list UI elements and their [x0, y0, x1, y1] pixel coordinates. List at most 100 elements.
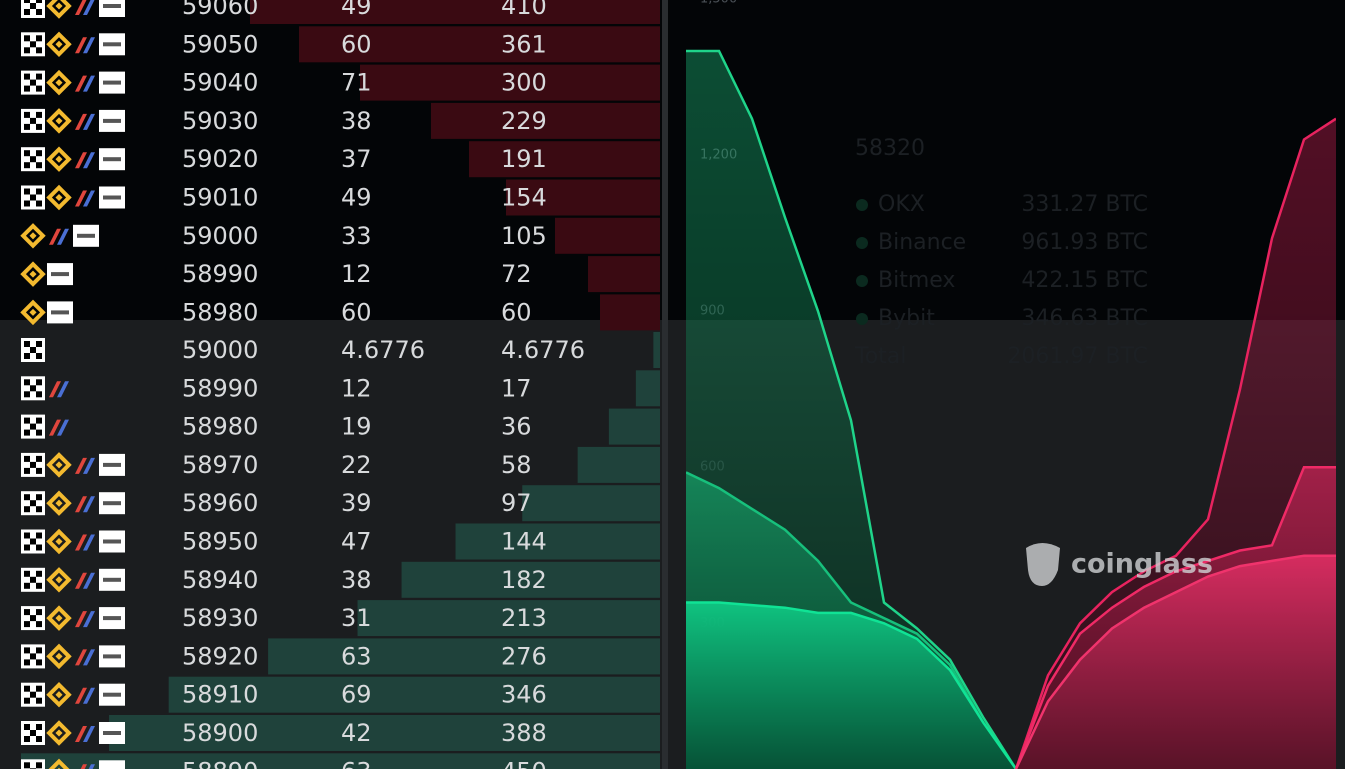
okx-cell: [30, 461, 36, 468]
exchange-icon: [75, 687, 95, 704]
binance-logo: [46, 146, 72, 172]
exchange-icon: [21, 147, 45, 172]
okx-cell: [24, 697, 30, 704]
exchange-icon: [21, 70, 45, 95]
bitmex-logo-red: [75, 611, 87, 628]
price: 58990: [182, 260, 258, 288]
depth-bar: [469, 141, 660, 178]
tooltip-name: Bybit: [878, 306, 935, 331]
okx-cell: [36, 353, 42, 359]
total: 191: [501, 145, 547, 173]
exchange-icon: [75, 37, 95, 54]
bybit-wordmark: [51, 310, 69, 315]
okx-cell: [24, 341, 30, 347]
exchange-icon: [99, 148, 125, 171]
depth-bar: [357, 600, 660, 637]
okx-cell: [36, 417, 42, 424]
depth-line: [1014, 465, 1336, 769]
exchange-icon: [49, 381, 69, 398]
okx-cell: [30, 500, 36, 507]
total: 105: [501, 222, 547, 250]
exchange-icon: [47, 301, 73, 324]
tooltip-name: Total: [854, 344, 906, 369]
binance-logo: [46, 643, 72, 670]
order-row: 58970 22 58: [21, 446, 660, 483]
exchange-icon: [46, 605, 72, 631]
amount: 71: [341, 69, 372, 97]
price: 59050: [182, 30, 258, 58]
price: 58970: [182, 451, 258, 479]
bitmex-logo-red: [75, 75, 87, 92]
okx-cell: [36, 621, 42, 628]
exchange-icon: [99, 645, 125, 668]
order-row: 59000 4.6776 4.6776: [21, 332, 660, 368]
binance-logo: [46, 452, 72, 478]
bybit-wordmark: [103, 42, 121, 47]
bitmex-logo-red: [75, 0, 87, 15]
tooltip-value: 331.27 BTC: [1021, 192, 1148, 217]
okx-cell: [24, 429, 30, 436]
binance-logo: [46, 567, 72, 593]
order-row: 59010 49 154: [21, 179, 660, 216]
binance-logo: [46, 490, 72, 516]
bybit-wordmark: [103, 731, 121, 735]
okx-cell: [24, 494, 30, 501]
okx-cell: [36, 150, 42, 157]
amount: 31: [341, 604, 372, 632]
depth-area-shade: [686, 602, 1016, 769]
exchange-icon: [46, 758, 72, 769]
exchange-icon: [46, 184, 72, 211]
okx-cell: [30, 117, 36, 124]
okx-cell: [30, 3, 36, 9]
bitmex-logo-blue: [83, 457, 95, 474]
bitmex-logo-red: [75, 649, 87, 666]
depth-line: [1014, 554, 1336, 769]
exchange-icon: [75, 534, 95, 551]
okx-cell: [24, 35, 30, 42]
order-row: 58950 47 144: [21, 523, 660, 560]
exchange-icon: [99, 186, 125, 209]
depth-bar: [109, 715, 661, 751]
okx-cell: [24, 0, 30, 3]
binance-center: [55, 499, 63, 507]
bitmex-logo-blue: [83, 726, 95, 742]
exchange-icon: [21, 606, 45, 631]
order-row: 58990 12 17: [21, 370, 660, 407]
depth-bar: [522, 485, 660, 522]
bybit-wordmark: [103, 501, 121, 506]
okx-cell: [30, 615, 36, 622]
depth-line: [686, 471, 1018, 769]
depth-line: [1014, 117, 1336, 769]
exchange-icon: [99, 568, 125, 591]
bitmex-logo-red: [80, 764, 87, 769]
price: 58950: [182, 528, 258, 556]
okx-cell: [36, 685, 42, 692]
okx-cell: [36, 659, 42, 666]
exchange-icon: [21, 452, 45, 477]
depth-area-shade: [1016, 555, 1336, 769]
okx-cell: [36, 391, 42, 398]
exchange-icon: [21, 108, 45, 133]
depth-bar: [455, 523, 660, 560]
price: 59000: [182, 222, 258, 250]
exchange-icon: [46, 643, 72, 670]
tooltip-dot: [856, 313, 868, 325]
bybit-logo: [99, 0, 125, 17]
binance-center: [55, 614, 63, 622]
exchange-icon: [75, 0, 95, 15]
bitmex-logo-red: [75, 726, 87, 742]
tooltip-dot: [856, 237, 868, 249]
amount: 38: [341, 107, 372, 135]
exchange-icon: [21, 0, 45, 18]
okx-cell: [30, 423, 36, 430]
exchange-icon: [46, 146, 72, 172]
depth-bar: [401, 561, 660, 598]
total: 361: [501, 30, 547, 58]
bitmex-logo-blue: [83, 572, 95, 589]
bitmex-logo-blue: [57, 228, 69, 245]
binance-center: [55, 537, 63, 546]
order-row: 59020 37 191: [21, 141, 660, 178]
bybit-wordmark: [103, 118, 121, 123]
bitmex-logo-red: [75, 113, 87, 130]
okx-cell: [36, 724, 42, 730]
